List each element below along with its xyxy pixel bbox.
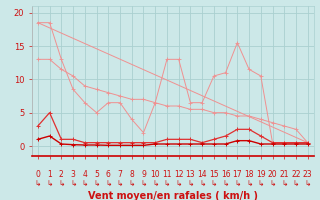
X-axis label: Vent moyen/en rafales ( km/h ): Vent moyen/en rafales ( km/h ) [88, 191, 258, 200]
